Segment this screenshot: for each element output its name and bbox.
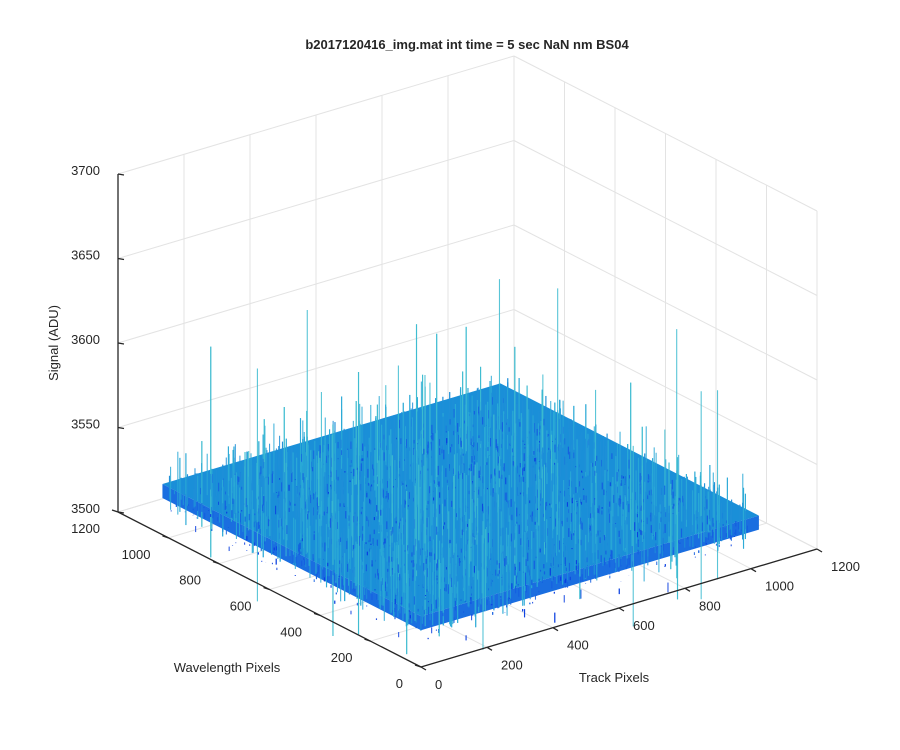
z-tick-mark bbox=[117, 257, 125, 261]
x-tick-label: 1200 bbox=[831, 559, 860, 574]
axes bbox=[111, 173, 823, 671]
x-tick-label: 600 bbox=[633, 618, 655, 633]
z-axis-title: Signal (ADU) bbox=[46, 305, 61, 381]
z-tick-mark bbox=[117, 342, 125, 345]
y-tick-mark bbox=[212, 561, 220, 565]
y-tick-mark bbox=[414, 664, 422, 668]
back-wall-grid-line bbox=[117, 140, 515, 259]
y-tick-mark bbox=[263, 586, 270, 591]
y-tick-label: 1200 bbox=[71, 521, 100, 536]
x-tick-mark bbox=[552, 627, 559, 632]
x-tick-mark bbox=[618, 607, 625, 612]
x-tick-label: 0 bbox=[435, 677, 442, 692]
z-tick-label: 3600 bbox=[71, 332, 100, 347]
y-tick-mark bbox=[313, 612, 321, 616]
z-tick-label: 3550 bbox=[71, 417, 100, 432]
y-tick-label: 1000 bbox=[122, 547, 151, 562]
y-tick-label: 200 bbox=[331, 650, 353, 665]
x-tick-label: 1000 bbox=[765, 579, 794, 594]
chart-title: b2017120416_img.mat int time = 5 sec NaN… bbox=[305, 37, 629, 52]
z-tick-label: 3500 bbox=[71, 501, 100, 516]
back-wall-grid-line bbox=[117, 224, 515, 344]
surface-plot bbox=[162, 279, 759, 655]
x-tick-mark bbox=[486, 646, 493, 651]
x-tick-mark bbox=[750, 568, 757, 573]
side-wall-grid-line bbox=[513, 309, 818, 465]
x-axis-title: Track Pixels bbox=[579, 670, 650, 685]
x-tick-mark bbox=[420, 666, 427, 671]
x-tick-label: 800 bbox=[699, 598, 721, 613]
back-wall-grid-line bbox=[117, 55, 515, 175]
y-tick-mark bbox=[364, 638, 371, 642]
side-wall-grid-line bbox=[513, 224, 818, 381]
back-wall-grid-line bbox=[117, 309, 515, 428]
x-tick-label: 200 bbox=[501, 657, 523, 672]
z-tick-mark bbox=[117, 511, 125, 514]
surface-side bbox=[162, 484, 421, 631]
side-wall-grid-line bbox=[513, 140, 818, 296]
x-tick-mark bbox=[816, 548, 823, 553]
y-tick-mark bbox=[111, 509, 119, 513]
z-tick-mark bbox=[117, 173, 125, 176]
y-tick-label: 400 bbox=[280, 624, 302, 639]
y-tick-label: 0 bbox=[396, 676, 403, 691]
side-wall-grid-line bbox=[513, 55, 818, 212]
y-tick-mark bbox=[162, 535, 169, 539]
y-tick-label: 800 bbox=[179, 573, 201, 588]
z-tick-label: 3650 bbox=[71, 248, 100, 263]
z-tick-mark bbox=[117, 426, 125, 430]
y-tick-label: 600 bbox=[230, 599, 252, 614]
x-tick-label: 400 bbox=[567, 638, 589, 653]
x-tick-mark bbox=[684, 587, 691, 592]
tick-labels: 0 200 400 600 800 1000 1200 0 200 400 600 800 1000 12… bbox=[71, 163, 860, 692]
z-tick-label: 3700 bbox=[71, 163, 100, 178]
y-axis-title: Wavelength Pixels bbox=[174, 660, 281, 675]
